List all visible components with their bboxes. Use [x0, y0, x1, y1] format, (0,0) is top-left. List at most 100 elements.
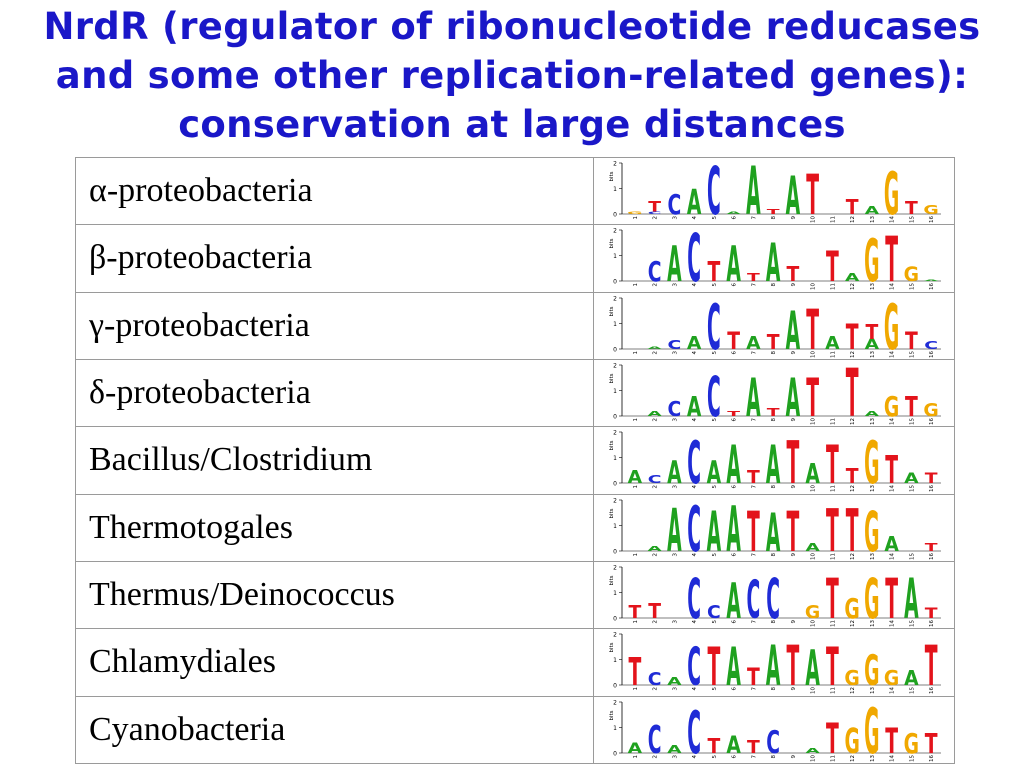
logo-letter-G: G — [923, 401, 938, 421]
logo-position-label: 12 — [850, 418, 856, 425]
logo-position-label: 2 — [653, 687, 659, 691]
logo-letter-T: T — [747, 272, 761, 284]
logo-letter-T: T — [628, 603, 641, 623]
logo-position-label: 12 — [850, 553, 856, 560]
logo-y-tick-label: 2 — [613, 565, 617, 572]
logo-position-label: 16 — [929, 552, 935, 559]
logo-letter-A: A — [667, 237, 682, 291]
logo-position-label: 9 — [791, 552, 797, 556]
logo-letter-T: T — [806, 297, 819, 358]
logo-letter-T: T — [885, 720, 898, 761]
logo-letter-T: T — [925, 633, 938, 694]
logo-position-label: 5 — [712, 485, 718, 489]
logo-letter-A: A — [746, 370, 761, 426]
logo-position-label: 5 — [712, 418, 718, 422]
organism-name: γ-proteobacteria — [75, 291, 594, 360]
logo-letter-A: A — [786, 302, 801, 358]
logo-letter-T: T — [727, 410, 740, 418]
logo-position-label: 7 — [751, 485, 757, 489]
logo-letter-A: A — [726, 732, 741, 760]
logo-letter-T: T — [747, 468, 760, 488]
logo-position-label: 15 — [909, 485, 915, 492]
logo-y-axis-label: bits — [609, 575, 615, 585]
logo-position-label: 10 — [811, 552, 817, 559]
logo-letter-G: G — [864, 566, 879, 627]
logo-letter-G: G — [923, 203, 938, 218]
logo-position-label: 3 — [672, 754, 678, 758]
logo-position-label: 12 — [850, 687, 856, 694]
logo-position-label: 13 — [870, 687, 876, 694]
organism-name: α-proteobacteria — [75, 156, 594, 226]
logo-position-label: 8 — [771, 485, 777, 489]
logo-letter-A: A — [667, 497, 682, 560]
logo-position-label: 16 — [929, 283, 935, 290]
logo-position-label: 10 — [811, 216, 817, 223]
logo-letter-C: C — [687, 639, 701, 695]
logo-position-label: 2 — [653, 351, 659, 355]
logo-position-label: 4 — [692, 620, 698, 624]
logo-y-axis-label: bits — [609, 172, 615, 182]
logo-letter-A: A — [786, 168, 801, 224]
logo-position-label: 5 — [712, 620, 718, 624]
logo-y-tick-label: 1 — [613, 186, 617, 193]
logo-position-label: 13 — [870, 350, 876, 357]
logo-letter-G: G — [627, 211, 642, 215]
logo-letter-A: A — [865, 205, 880, 217]
logo-position-label: 12 — [850, 351, 856, 358]
logo-position-label: 5 — [712, 216, 718, 220]
logo-letter-A: A — [766, 437, 781, 493]
logo-letter-T: T — [628, 651, 641, 694]
table-row: δ-proteobacteria 2 1 0 bits 1 2 A 3 C 4 A 5 C 6 T 7 A 8 T 9 A… — [75, 358, 955, 428]
logo-position-label: 14 — [890, 350, 896, 357]
logo-position-label: 12 — [850, 755, 856, 762]
logo-position-label: 2 — [653, 418, 659, 422]
logo-letter-A: A — [726, 573, 741, 627]
logo-position-label: 5 — [712, 687, 718, 691]
logo-letter-T: T — [905, 328, 918, 356]
logo-position-label: 15 — [909, 418, 915, 425]
logo-position-label: 6 — [732, 485, 738, 489]
logo-letter-C: C — [687, 699, 701, 762]
logo-letter-T: T — [826, 497, 839, 560]
logo-position-label: 6 — [732, 283, 738, 287]
logo-position-label: 16 — [929, 687, 935, 694]
logo-position-label: 16 — [929, 216, 935, 223]
logo-y-axis-label: bits — [609, 710, 615, 720]
table-row: Chlamydiales 2 1 0 bits 1 T 2 C 3 A 4 C 5 T 6 A 7 T 8 A 9 T 10 A… — [75, 628, 955, 697]
logo-position-label: 1 — [633, 283, 639, 287]
logo-letter-C: C — [667, 188, 681, 221]
sequence-logo-cell: 2 1 0 bits 1 2 A 3 C 4 A 5 C 6 T 7 A 8 T 9 A 10 T 11 A 12 T 13 A T 14 G… — [593, 291, 955, 360]
logo-letter-C: C — [648, 256, 662, 289]
logo-letter-A: A — [687, 390, 702, 423]
logo-letter-G: G — [864, 228, 879, 291]
title-line-1: NrdR (regulator of ribonucleotide reduca… — [43, 5, 981, 48]
logo-position-label: 10 — [811, 350, 817, 357]
logo-position-label: 10 — [811, 754, 817, 761]
logo-letter-T: T — [885, 449, 898, 492]
logo-position-label: 7 — [751, 216, 757, 220]
logo-position-label: 6 — [732, 620, 738, 624]
logo-position-label: 6 — [732, 754, 738, 758]
logo-letter-T: T — [727, 328, 740, 356]
logo-letter-C: C — [667, 397, 681, 421]
logo-position-label: 3 — [672, 687, 678, 691]
logo-letter-A: A — [746, 333, 761, 353]
logo-y-tick-label: 2 — [613, 632, 617, 639]
logo-letter-T: T — [747, 499, 760, 560]
logo-letter-T: T — [707, 639, 720, 695]
logo-position-label: 13 — [870, 552, 876, 559]
logo-letter-G: G — [844, 720, 859, 761]
logo-letter-A: A — [667, 676, 682, 688]
logo-letter-A: A — [726, 437, 741, 493]
logo-letter-T: T — [786, 430, 799, 493]
logo-position-label: 13 — [870, 485, 876, 492]
logo-position-label: 9 — [791, 754, 797, 758]
logo-letter-A: A — [726, 211, 741, 215]
logo-position-label: 7 — [751, 418, 757, 422]
logo-letter-T: T — [925, 541, 939, 553]
